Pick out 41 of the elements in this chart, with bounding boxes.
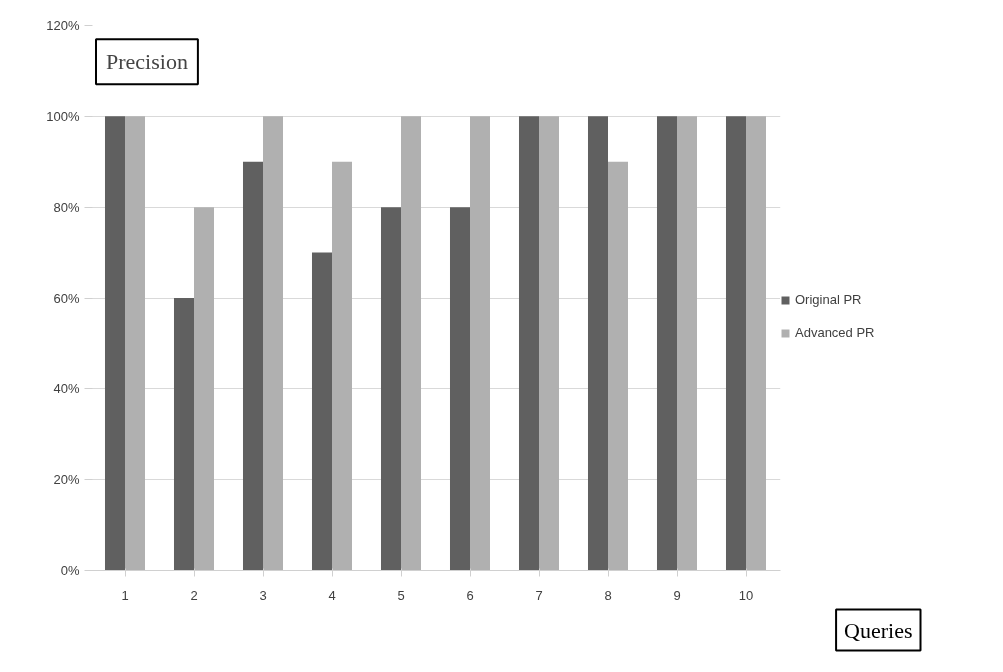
y-tick-label: 120% <box>46 18 80 33</box>
y-tick-label: 40% <box>53 381 80 397</box>
x-axis-title: Queries <box>844 617 913 643</box>
bar <box>311 252 332 571</box>
x-tick-label: 5 <box>397 587 405 603</box>
bar <box>125 116 146 571</box>
x-tick-label: 1 <box>121 587 129 603</box>
bar <box>380 207 401 571</box>
bar <box>449 207 470 571</box>
y-tick-label: 20% <box>53 472 80 488</box>
x-tick-label: 6 <box>466 587 474 603</box>
bar <box>677 116 698 571</box>
x-tick-label: 8 <box>604 587 612 603</box>
bar <box>746 116 767 571</box>
y-tick-label: 60% <box>53 290 80 306</box>
bar <box>194 207 215 571</box>
bar <box>656 116 677 571</box>
bar <box>608 161 629 571</box>
y-tick-label: 80% <box>53 199 80 215</box>
bar <box>173 298 194 571</box>
y-tick-label: 0% <box>60 563 80 578</box>
bar <box>104 116 125 571</box>
x-tick-label: 10 <box>738 587 754 603</box>
y-axis-title: Precision <box>106 49 188 75</box>
bar <box>242 161 263 571</box>
x-tick-label: 9 <box>673 587 681 603</box>
bar <box>725 116 746 571</box>
bar <box>263 116 284 571</box>
bar <box>401 116 422 571</box>
x-tick-label: 2 <box>190 587 198 603</box>
x-tick-label: 7 <box>535 587 543 603</box>
legend-label: Original PR <box>795 292 862 307</box>
y-tick-label: 100% <box>46 108 80 124</box>
bar <box>332 161 353 571</box>
x-tick-label: 3 <box>259 587 267 603</box>
bar <box>518 116 539 571</box>
bar <box>539 116 560 571</box>
legend-label: Advanced PR <box>795 325 875 340</box>
bar <box>470 116 491 571</box>
bar <box>587 116 608 571</box>
x-tick-label: 4 <box>328 587 336 603</box>
